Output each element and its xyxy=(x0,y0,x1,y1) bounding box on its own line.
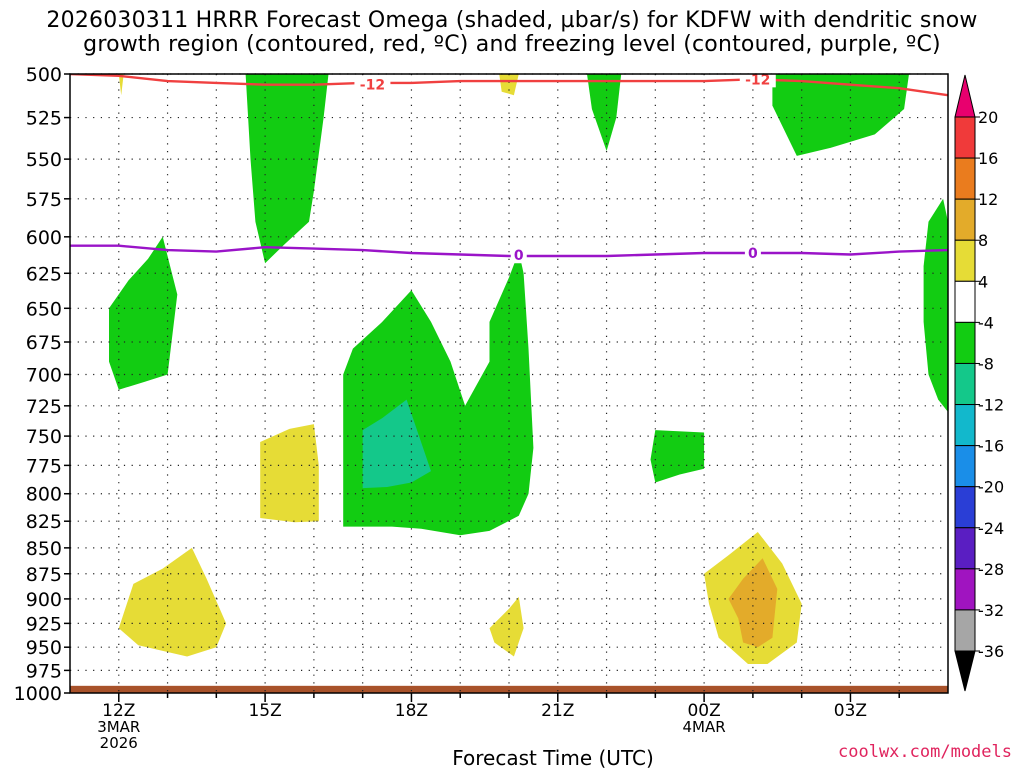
colorbar-label-0: 20 xyxy=(978,108,998,127)
omega-region-2 xyxy=(245,74,329,264)
y-tick-label-725: 725 xyxy=(26,396,62,418)
y-tick-label-825: 825 xyxy=(26,511,62,533)
colorbar-band-2 xyxy=(954,198,976,241)
colorbar-band-11 xyxy=(954,568,976,611)
freezing-level-contour-label-bg-1 xyxy=(744,245,761,262)
x-tick-label-13-0: 00Z xyxy=(687,701,720,721)
freezing-level-contour-label-bg-0 xyxy=(510,247,527,264)
omega-shading-layer xyxy=(70,74,948,693)
x-tick-label-1-1: 3MAR xyxy=(97,718,140,736)
colorbar-band-10 xyxy=(954,527,976,570)
dgz-contour-label-bg-1 xyxy=(739,74,776,88)
colorbar-label-4: 4 xyxy=(978,272,988,291)
y-tick-label-650: 650 xyxy=(26,298,62,320)
site-credit: coolwx.com/models xyxy=(838,742,1012,762)
y-tick-label-525: 525 xyxy=(26,108,62,130)
dgz-contour-label-0: -12 xyxy=(360,78,385,94)
omega-region-5 xyxy=(362,399,431,489)
y-tick-label-925: 925 xyxy=(26,613,62,635)
omega-region-3 xyxy=(260,424,319,523)
x-tick-label-13-1: 4MAR xyxy=(683,718,726,736)
y-tick-label-625: 625 xyxy=(26,263,62,285)
x-tick-label-4-0: 15Z xyxy=(248,701,281,721)
x-tick-label-1-0: 12Z xyxy=(102,701,135,721)
omega-region-4 xyxy=(343,251,534,536)
colorbar-band-12 xyxy=(954,609,976,652)
omega-region-1 xyxy=(109,236,178,390)
omega-region-6 xyxy=(499,74,519,96)
y-tick-label-1000: 1000 xyxy=(14,683,62,705)
dgz-contour-label-1: -12 xyxy=(745,72,770,88)
colorbar-label-13: -36 xyxy=(978,642,1004,661)
colorbar-label-1: 16 xyxy=(978,149,998,168)
colorbar-band-1 xyxy=(954,157,976,200)
contour-layer: -12 -12 0 0 xyxy=(70,72,948,264)
y-tick-label-575: 575 xyxy=(26,189,62,211)
y-tick-label-775: 775 xyxy=(26,455,62,477)
colorbar-label-5: -4 xyxy=(978,313,994,332)
x-tick-label-10-0: 21Z xyxy=(541,701,574,721)
omega-region-9 xyxy=(650,430,705,483)
omega-region-14 xyxy=(923,198,948,412)
y-tick-label-700: 700 xyxy=(26,364,62,386)
y-tick-label-550: 550 xyxy=(26,149,62,171)
y-tick-label-850: 850 xyxy=(26,538,62,560)
colorbar-label-11: -28 xyxy=(978,560,1004,579)
surface-band xyxy=(70,685,948,693)
colorbar-label-10: -24 xyxy=(978,519,1004,538)
colorbar-band-5 xyxy=(954,321,976,364)
colorbar-label-9: -20 xyxy=(978,478,1004,497)
dgz-contour-label-bg-0 xyxy=(354,76,391,93)
colorbar: 20 16 12 8 4 -4 -8 -12 -16 -20 -24 -28 -32 -36 xyxy=(954,74,1004,692)
omega-region-10 xyxy=(118,547,227,657)
colorbar-label-8: -16 xyxy=(978,437,1004,456)
x-tick-label-16-0: 03Z xyxy=(834,701,867,721)
chart-title-line1: 2026030311 HRRR Forecast Omega (shaded, … xyxy=(46,8,978,33)
y-tick-label-750: 750 xyxy=(26,426,62,448)
omega-region-8 xyxy=(587,74,622,151)
x-axis-label: Forecast Time (UTC) xyxy=(452,746,654,768)
freezing-level-contour-label-1: 0 xyxy=(748,246,758,262)
y-tick-label-950: 950 xyxy=(26,637,62,659)
colorbar-band-8 xyxy=(954,445,976,488)
y-tick-label-600: 600 xyxy=(26,227,62,249)
dgz-contour-line xyxy=(70,74,948,97)
y-tick-label-875: 875 xyxy=(26,564,62,586)
freezing-level-contour-label-0: 0 xyxy=(514,248,524,264)
x-tick-label-1-2: 2026 xyxy=(100,734,138,752)
colorbar-band-9 xyxy=(954,486,976,529)
y-tick-label-800: 800 xyxy=(26,484,62,506)
colorbar-label-7: -12 xyxy=(978,396,1004,415)
omega-region-12 xyxy=(728,558,778,648)
omega-region-0 xyxy=(70,74,124,96)
colorbar-band-6 xyxy=(954,362,976,406)
y-tick-label-500: 500 xyxy=(26,64,62,86)
omega-region-7 xyxy=(489,596,524,657)
colorbar-label-6: -8 xyxy=(978,354,994,373)
colorbar-band-3 xyxy=(954,239,976,282)
colorbar-top-triangle xyxy=(954,74,976,118)
colorbar-band-7 xyxy=(954,404,976,447)
freezing-level-contour-line xyxy=(70,244,948,258)
colorbar-band-0 xyxy=(954,116,976,159)
y-tick-label-975: 975 xyxy=(26,660,62,682)
colorbar-label-3: 8 xyxy=(978,231,988,250)
y-tick-label-675: 675 xyxy=(26,332,62,354)
colorbar-label-12: -32 xyxy=(978,601,1004,620)
colorbar-band-4 xyxy=(954,280,976,323)
chart-title-line2: growth region (contoured, red, ºC) and f… xyxy=(83,32,941,57)
colorbar-bottom-triangle xyxy=(954,650,976,692)
y-tick-label-900: 900 xyxy=(26,589,62,611)
x-tick-label-7-0: 18Z xyxy=(395,701,428,721)
axes-layer: 500 525 550 575 600 625 650 675 700 725 750 775 800 8… xyxy=(14,64,900,752)
colorbar-label-2: 12 xyxy=(978,190,998,209)
omega-region-13 xyxy=(772,74,909,156)
